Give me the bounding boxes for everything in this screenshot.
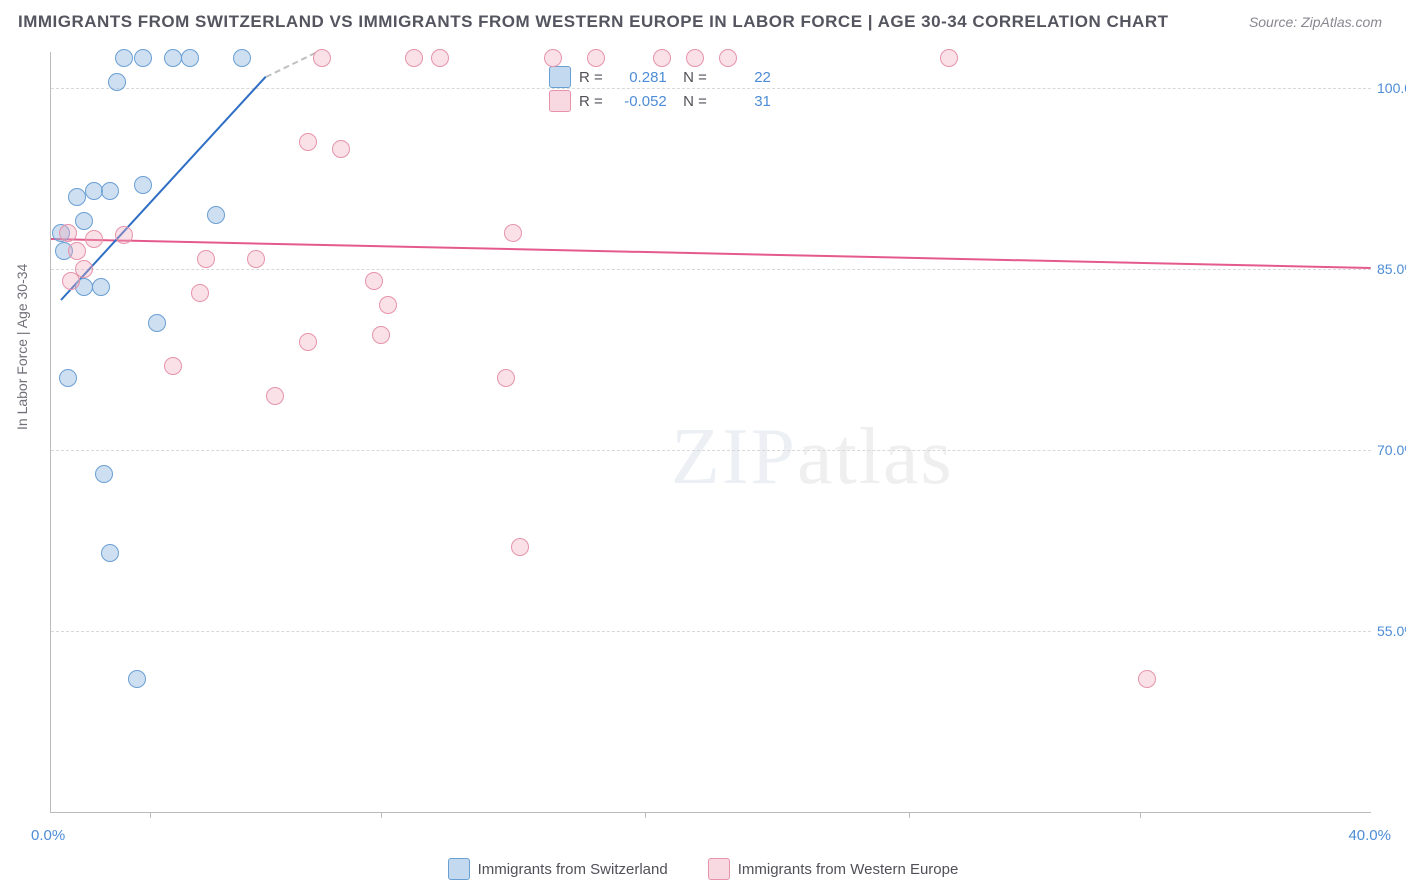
data-point xyxy=(92,278,110,296)
data-point xyxy=(85,182,103,200)
data-point xyxy=(544,49,562,67)
x-tick xyxy=(645,812,646,818)
r-value-pink: -0.052 xyxy=(611,93,667,110)
legend-row-western-europe: R =-0.052 N =31 xyxy=(549,90,771,112)
data-point xyxy=(101,182,119,200)
data-point xyxy=(365,272,383,290)
data-point xyxy=(68,242,86,260)
data-point xyxy=(299,133,317,151)
data-point xyxy=(75,212,93,230)
legend-item-western-europe: Immigrants from Western Europe xyxy=(708,858,959,880)
watermark: ZIPatlas xyxy=(671,412,954,503)
legend-item-switzerland: Immigrants from Switzerland xyxy=(448,858,668,880)
data-point xyxy=(134,49,152,67)
data-point xyxy=(511,538,529,556)
data-point xyxy=(405,49,423,67)
y-tick-label: 55.0% xyxy=(1377,623,1406,639)
data-point xyxy=(59,369,77,387)
data-point xyxy=(115,226,133,244)
r-value-blue: 0.281 xyxy=(611,69,667,86)
data-point xyxy=(332,140,350,158)
data-point xyxy=(207,206,225,224)
data-point xyxy=(128,670,146,688)
x-tick xyxy=(1140,812,1141,818)
data-point xyxy=(108,73,126,91)
data-point xyxy=(497,369,515,387)
data-point xyxy=(233,49,251,67)
data-point xyxy=(115,49,133,67)
swatch-pink xyxy=(549,90,571,112)
data-point xyxy=(372,326,390,344)
data-point xyxy=(587,49,605,67)
data-point xyxy=(266,387,284,405)
gridline xyxy=(51,631,1371,632)
data-point xyxy=(313,49,331,67)
data-point xyxy=(68,188,86,206)
data-point xyxy=(148,314,166,332)
data-point xyxy=(62,272,80,290)
scatter-chart: R =0.281 N =22 R =-0.052 N =31 ZIPatlas … xyxy=(50,52,1371,813)
gridline xyxy=(51,88,1371,89)
data-point xyxy=(191,284,209,302)
data-point xyxy=(719,49,737,67)
gridline xyxy=(51,450,1371,451)
data-point xyxy=(134,176,152,194)
data-point xyxy=(164,357,182,375)
series-legend: Immigrants from Switzerland Immigrants f… xyxy=(0,858,1406,880)
n-value-blue: 22 xyxy=(715,69,771,86)
data-point xyxy=(504,224,522,242)
source-credit: Source: ZipAtlas.com xyxy=(1249,14,1382,30)
x-tick xyxy=(381,812,382,818)
data-point xyxy=(59,224,77,242)
data-point xyxy=(431,49,449,67)
y-tick-label: 70.0% xyxy=(1377,442,1406,458)
legend-row-switzerland: R =0.281 N =22 xyxy=(549,66,771,88)
x-min-label: 0.0% xyxy=(31,827,65,844)
data-point xyxy=(686,49,704,67)
y-tick-label: 85.0% xyxy=(1377,261,1406,277)
n-value-pink: 31 xyxy=(715,93,771,110)
data-point xyxy=(101,544,119,562)
y-tick-label: 100.0% xyxy=(1377,80,1406,96)
data-point xyxy=(85,230,103,248)
data-point xyxy=(1138,670,1156,688)
swatch-blue xyxy=(549,66,571,88)
trend-line-dash xyxy=(265,52,315,78)
chart-title: IMMIGRANTS FROM SWITZERLAND VS IMMIGRANT… xyxy=(18,12,1168,32)
data-point xyxy=(181,49,199,67)
data-point xyxy=(95,465,113,483)
y-axis-label: In Labor Force | Age 30-34 xyxy=(14,264,30,430)
gridline xyxy=(51,269,1371,270)
data-point xyxy=(940,49,958,67)
x-tick xyxy=(150,812,151,818)
data-point xyxy=(379,296,397,314)
swatch-blue-icon xyxy=(448,858,470,880)
swatch-pink-icon xyxy=(708,858,730,880)
data-point xyxy=(299,333,317,351)
data-point xyxy=(653,49,671,67)
x-max-label: 40.0% xyxy=(1348,827,1391,844)
data-point xyxy=(247,250,265,268)
data-point xyxy=(164,49,182,67)
x-tick xyxy=(909,812,910,818)
data-point xyxy=(197,250,215,268)
